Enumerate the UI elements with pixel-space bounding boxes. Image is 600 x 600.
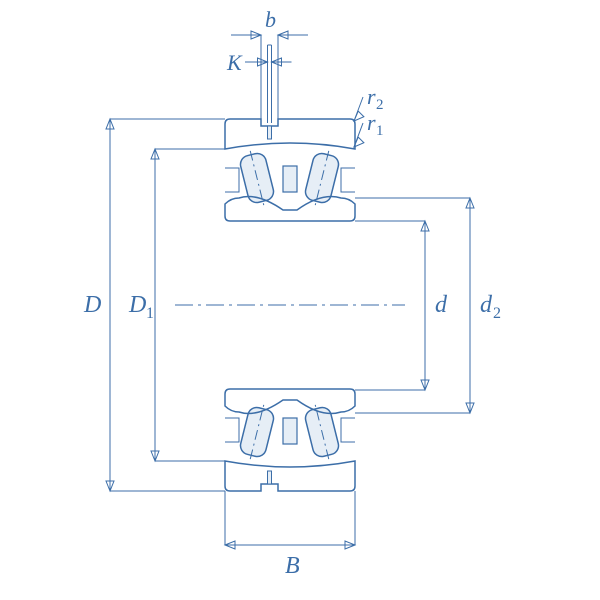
svg-text:2: 2 <box>376 97 384 113</box>
bearing-cross-section-diagram: DD1dd2BbKr1r2 <box>0 0 600 600</box>
svg-text:D: D <box>83 292 101 318</box>
svg-text:D: D <box>128 292 146 318</box>
svg-text:r: r <box>367 84 376 109</box>
svg-text:r: r <box>367 110 376 135</box>
svg-text:K: K <box>226 50 243 75</box>
svg-text:1: 1 <box>376 123 384 139</box>
svg-text:d: d <box>435 292 448 318</box>
svg-text:1: 1 <box>146 305 154 322</box>
svg-text:B: B <box>285 553 300 579</box>
svg-text:2: 2 <box>493 305 501 322</box>
svg-text:d: d <box>480 292 493 318</box>
svg-text:b: b <box>265 7 276 32</box>
